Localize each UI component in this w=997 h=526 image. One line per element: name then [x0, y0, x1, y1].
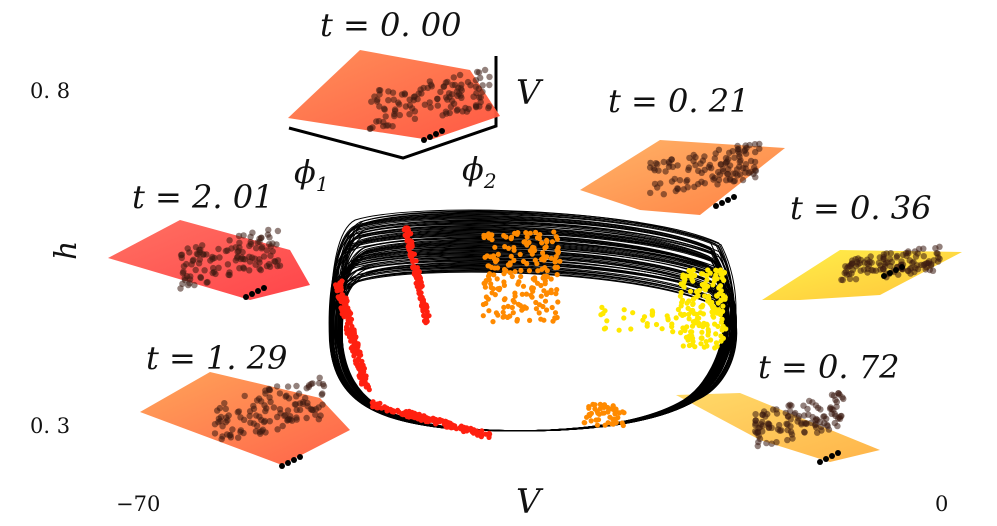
orange-points-top: [480, 229, 563, 325]
x-max-tick-label: 0: [935, 492, 948, 516]
yellow-points-right: [677, 267, 729, 351]
inset-axes: V ϕ1 ϕ2: [288, 56, 544, 196]
inset-phi2-label: ϕ2: [462, 150, 497, 193]
snapshot-title-2: t = 0. 36: [790, 189, 931, 227]
red-points-left: [333, 278, 372, 393]
red-points-bottom: [369, 399, 493, 440]
y-bottom-tick-label: 0. 3: [30, 414, 70, 438]
snapshot-surface-0: [288, 50, 500, 143]
snapshot-title-3: t = 0. 72: [758, 348, 899, 386]
y-top-tick-label: 0. 8: [30, 79, 70, 103]
limit-cycle-orbit: [328, 209, 738, 432]
snapshot-surface-2: [762, 243, 962, 300]
inset-v-label: V: [516, 73, 544, 113]
x-min-tick-label: −70: [116, 492, 160, 516]
phase-points: [333, 225, 729, 440]
snapshot-title-5: t = 2. 01: [132, 178, 273, 216]
orange-points-bottom: [581, 401, 627, 429]
snapshot-surface-5: [108, 220, 310, 300]
snapshot-surfaces: [108, 50, 962, 469]
snapshot-surface-3: [676, 390, 880, 465]
x-axis-label: V: [516, 482, 544, 522]
y-axis-label: h: [49, 241, 84, 260]
snapshot-title-0: t = 0. 00: [320, 6, 461, 44]
snapshot-title-4: t = 1. 29: [146, 339, 287, 377]
snapshot-surface-4: [140, 372, 350, 469]
inset-phi1-label: ϕ1: [294, 153, 329, 196]
yellow-points-mid: [598, 304, 682, 335]
red-points-strip: [401, 225, 432, 326]
snapshot-title-1: t = 0. 21: [608, 82, 749, 120]
snapshot-surface-1: [580, 140, 785, 215]
